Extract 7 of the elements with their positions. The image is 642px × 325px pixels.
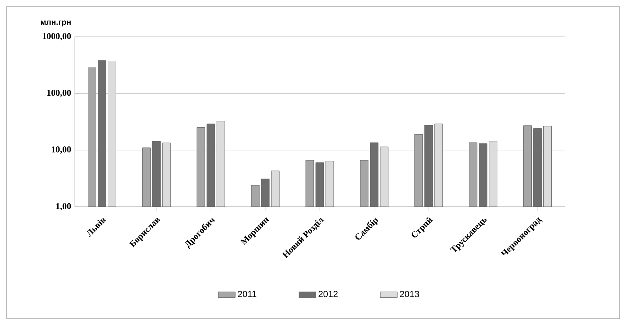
legend-label: 2013 (400, 291, 420, 298)
y-tick-label: 1000,00 (43, 33, 72, 41)
legend-label: 2012 (318, 291, 338, 298)
y-tick-label: 1,00 (56, 203, 72, 211)
y-tick-label: 100,00 (48, 90, 72, 98)
y-tick-label: 10,00 (52, 146, 72, 154)
legend-label: 2011 (238, 291, 257, 298)
